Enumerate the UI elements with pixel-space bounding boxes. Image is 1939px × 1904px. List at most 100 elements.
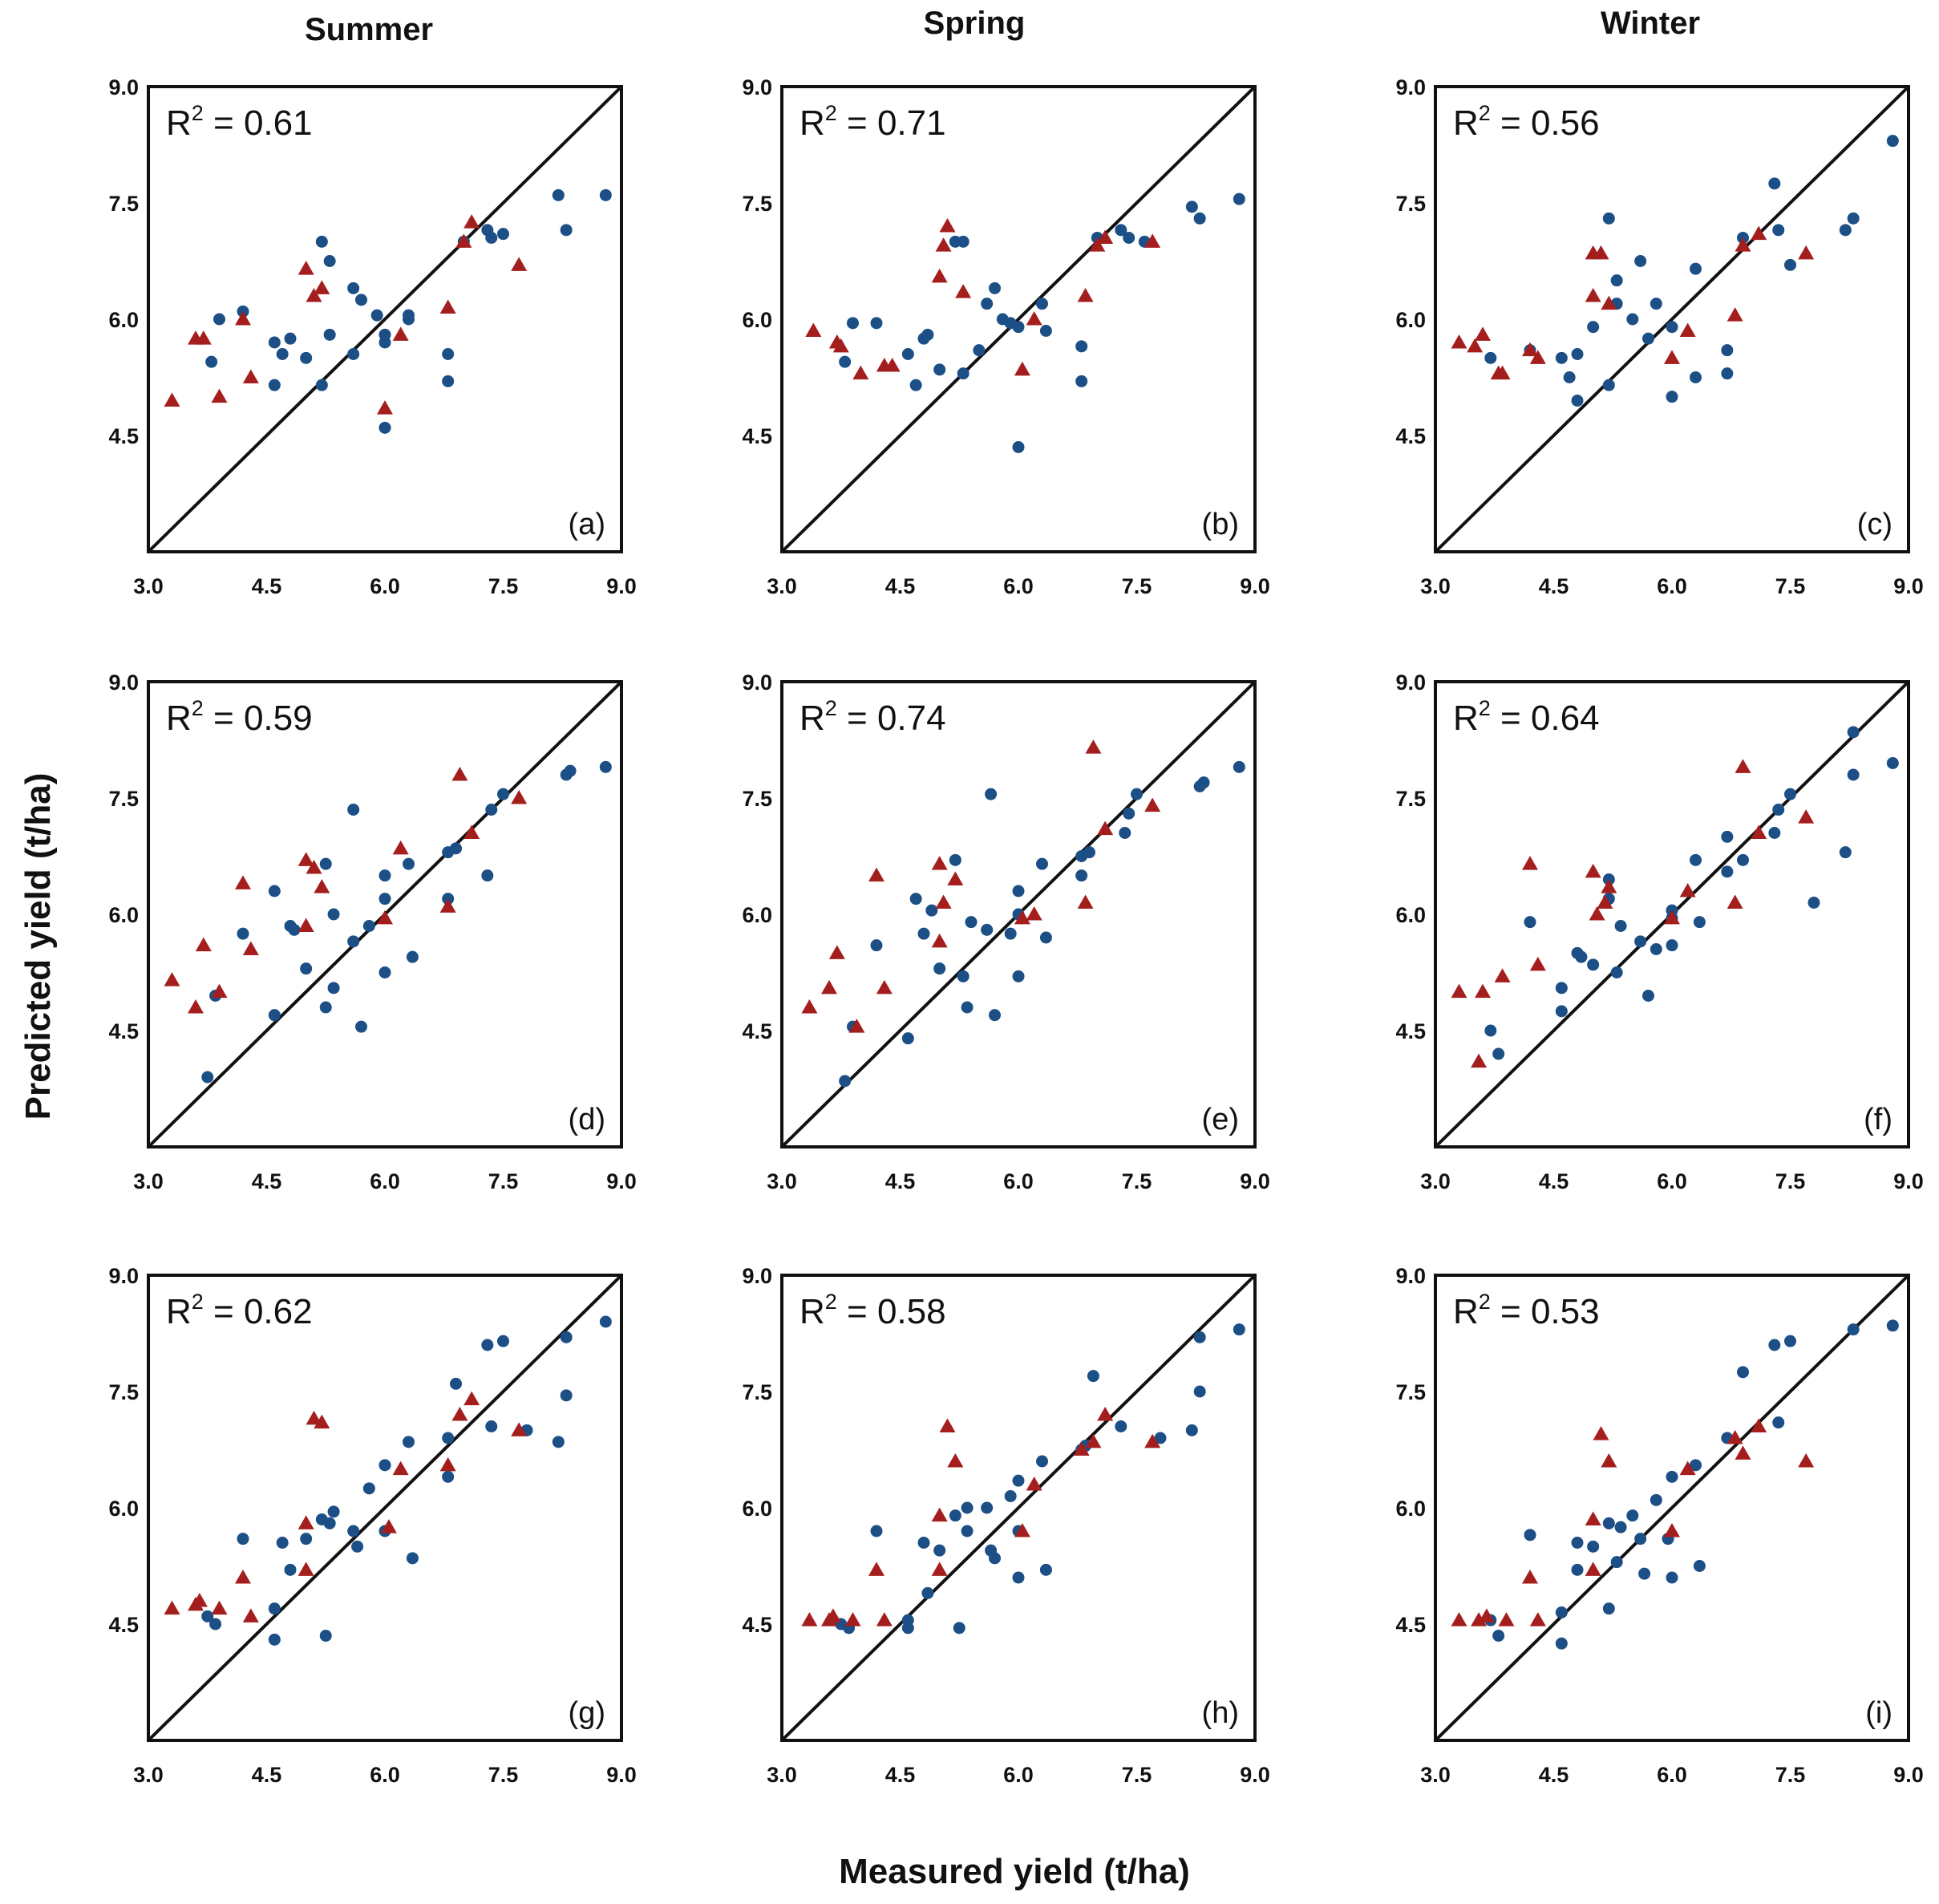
data-point-blue (1492, 1630, 1505, 1642)
data-point-blue (1839, 846, 1852, 859)
data-point-blue (1555, 1606, 1568, 1618)
data-point-blue (957, 235, 970, 248)
data-point-blue (362, 920, 375, 932)
data-point-red (1726, 894, 1743, 909)
y-tick-label: 9.0 (108, 1264, 139, 1288)
data-point-blue (276, 1537, 289, 1549)
data-point-blue (847, 317, 859, 330)
x-axis-title: Measured yield (t/ha) (839, 1852, 1190, 1891)
data-point-red (1085, 1433, 1102, 1448)
data-point-blue (1555, 1637, 1568, 1650)
data-point-blue (1571, 1563, 1584, 1576)
data-point-blue (1642, 332, 1654, 345)
data-point-red (1601, 295, 1617, 310)
data-point-red (242, 941, 259, 955)
data-point-blue (1721, 865, 1734, 878)
x-tick-label: 4.5 (1539, 1169, 1569, 1193)
data-point-blue (870, 939, 883, 952)
y-tick-label: 4.5 (108, 424, 139, 448)
data-point-blue (1886, 135, 1899, 148)
data-point-blue (1772, 1416, 1785, 1429)
y-tick-label: 4.5 (108, 1019, 139, 1043)
data-point-blue (985, 788, 998, 800)
data-point-blue (1036, 857, 1048, 870)
data-point-blue (961, 1001, 974, 1014)
data-point-blue (481, 869, 494, 882)
data-point-red (955, 284, 972, 298)
y-tick-label: 6.0 (742, 903, 772, 927)
data-point-red (439, 299, 456, 314)
data-point-blue (378, 869, 391, 882)
data-point-red (1601, 879, 1617, 893)
data-point-red (463, 1391, 480, 1406)
data-point-red (191, 1593, 208, 1607)
data-point-blue (268, 379, 281, 391)
data-point-blue (961, 1501, 974, 1514)
data-point-red (314, 1414, 330, 1429)
y-tick-label: 9.0 (1395, 75, 1426, 99)
data-point-red (1494, 365, 1511, 380)
data-point-red (828, 945, 845, 959)
data-point-blue (921, 1586, 934, 1599)
data-point-red (211, 388, 228, 403)
data-point-blue (1666, 391, 1678, 403)
data-point-blue (315, 235, 328, 248)
data-point-blue (981, 1501, 994, 1514)
y-tick-label: 9.0 (742, 75, 772, 99)
data-point-red (451, 767, 468, 781)
data-point-blue (1690, 853, 1702, 866)
panel-c: 3.0 4.5 6.0 7.5 9.0 4.5 6.0 7.5 9.0 R2 = 0.56 (c) (1395, 75, 1923, 598)
data-point-red (392, 1460, 409, 1476)
data-point-red (455, 233, 472, 248)
data-point-blue (870, 317, 883, 330)
data-point-blue (1690, 1459, 1702, 1472)
panel-b: 3.0 4.5 6.0 7.5 9.0 4.5 6.0 7.5 9.0 R2 = 0.71 (b) (742, 75, 1269, 598)
data-point-red (1475, 983, 1491, 999)
data-point-blue (1807, 897, 1820, 909)
data-point-blue (1039, 1563, 1052, 1576)
data-point-blue (481, 1339, 494, 1351)
identity-line (780, 85, 1257, 553)
data-point-red (931, 933, 948, 948)
y-tick-label: 7.5 (1395, 1380, 1426, 1404)
data-point-red (939, 218, 956, 233)
data-point-blue (276, 348, 289, 360)
data-point-red (1478, 1608, 1495, 1622)
data-point-blue (450, 842, 462, 855)
data-point-blue (1484, 351, 1497, 364)
x-tick-label: 4.5 (885, 1763, 916, 1787)
x-tick-label: 6.0 (370, 1169, 400, 1193)
data-point-red (832, 338, 849, 353)
x-tick-label: 6.0 (1657, 1763, 1687, 1787)
data-point-blue (917, 927, 930, 940)
data-point-red (235, 1570, 251, 1584)
data-point-red (805, 322, 822, 337)
data-point-red (1014, 1523, 1030, 1537)
data-point-blue (599, 188, 612, 201)
data-point-red (1073, 1441, 1090, 1456)
data-point-red (1735, 1445, 1751, 1460)
y-axis-title: Predicted yield (t/ha) (18, 773, 58, 1120)
y-tick-label: 4.5 (1395, 1613, 1426, 1637)
data-point-blue (1154, 1432, 1167, 1444)
data-point-blue (1012, 321, 1025, 334)
data-point-blue (1666, 321, 1678, 334)
x-tick-label: 3.0 (767, 1169, 797, 1193)
data-point-blue (1012, 1474, 1025, 1487)
x-tick-label: 9.0 (1240, 1763, 1270, 1787)
data-point-blue (237, 927, 249, 940)
y-tick-label: 9.0 (1395, 1264, 1426, 1288)
data-point-red (931, 1562, 948, 1576)
data-point-blue (378, 893, 391, 905)
data-point-blue (485, 1420, 498, 1432)
data-point-blue (1012, 1571, 1025, 1584)
x-tick-label: 3.0 (133, 574, 164, 598)
data-point-blue (347, 804, 360, 816)
data-point-red (1593, 245, 1609, 260)
panel-label: (g) (569, 1696, 605, 1730)
y-tick-label: 7.5 (742, 787, 772, 811)
x-tick-label: 9.0 (1893, 1169, 1924, 1193)
data-point-blue (989, 1009, 1001, 1022)
data-point-blue (362, 1482, 375, 1495)
x-tick-label: 7.5 (1122, 1169, 1152, 1193)
